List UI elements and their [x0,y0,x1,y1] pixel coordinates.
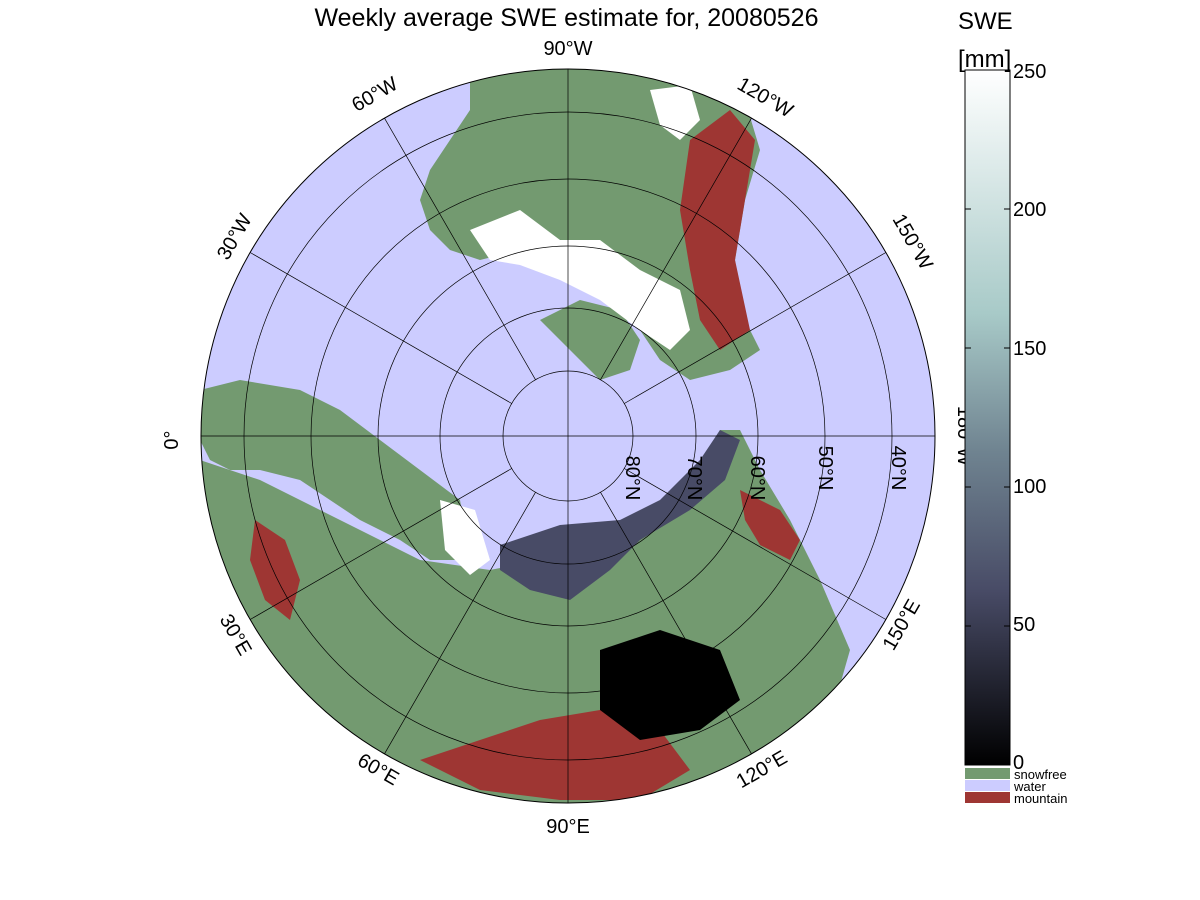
meridian-label-90w: 90°W [543,38,592,60]
category-label-water: water [1014,779,1046,794]
land-layer [201,69,850,803]
meridian-line [249,252,512,404]
colorbar-swatch-water [965,780,1010,791]
meridian-label-90e: 90°E [546,816,590,838]
category-label-snowfree: snowfree [1014,767,1067,782]
meridian-line [600,492,752,755]
meridian-line [384,492,536,755]
snow-svalbard [440,500,490,575]
colorbar-label-line2: [mm] [958,46,1012,73]
meridian-label-60w: 60°W [348,73,402,117]
rocky-mountains [680,110,755,350]
parallel-labels: 80°N 70°N 60°N 50°N 40°N [621,446,909,501]
meridian-line [624,252,887,404]
colorbar-ticks [965,69,1010,766]
colorbar-tick-200: 200 [1013,199,1047,221]
colorbar-tick-100: 100 [1013,476,1047,498]
colorbar-swatch-snowfree [965,768,1010,779]
scandinavian-mountains [250,520,300,620]
colorbar-gradient [964,69,1011,766]
parallel-label-50n: 50°N [814,446,836,491]
snow-mongolia [600,630,740,740]
iceland [360,448,400,470]
meridian-line [249,468,512,620]
meridian-label-0: 0° [161,430,183,449]
parallel-label-40n: 40°N [887,446,909,491]
parallel-label-60n: 60°N [746,456,768,501]
europe [201,380,470,560]
graticule [201,69,935,803]
colorbar-tick-50: 50 [1013,614,1036,636]
snow-siberia [500,430,740,600]
category-label-mountain: mountain [1014,791,1068,806]
meridian-label-150w: 150°W [888,210,937,273]
snow-canada [470,210,690,350]
colorbar-swatch-mountain [965,792,1010,803]
greenland [540,300,640,380]
map-outline [200,68,936,804]
map-title: Weekly average SWE estimate for, 2008052… [314,4,819,32]
colorbar-label-line1: SWE [958,8,1013,35]
central-asia-mountains [420,710,690,800]
east-siberia-mountains [740,490,800,560]
colorbar-tick-150: 150 [1013,338,1047,360]
colorbar-tick-250: 250 [1013,61,1047,83]
meridian-line [624,468,887,620]
meridian-line [600,117,752,380]
colorbar-title: SWE [mm] [958,3,1013,79]
parallel-label-80n: 80°N [621,456,643,501]
parallel-label-70n: 70°N [683,456,705,501]
colorbar-tick-0: 0 [1013,752,1025,774]
meridian-line [384,117,536,380]
